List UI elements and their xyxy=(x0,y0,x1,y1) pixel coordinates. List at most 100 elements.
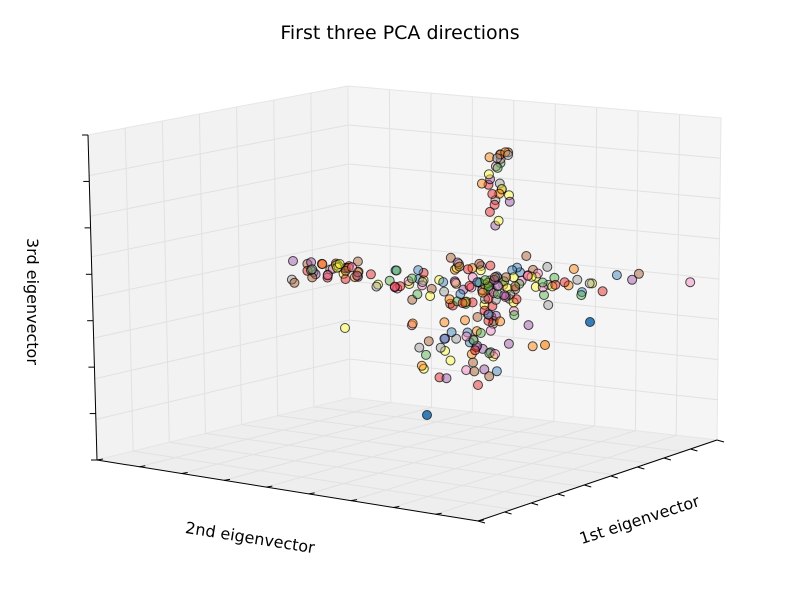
scatter-point xyxy=(441,373,452,384)
scatter-point xyxy=(460,315,470,326)
y-axis-tick xyxy=(637,466,645,470)
scatter-point xyxy=(463,264,473,275)
grid-line xyxy=(91,202,349,258)
grid-line xyxy=(349,358,718,401)
scatter-point xyxy=(446,327,457,338)
grid-lines xyxy=(89,89,721,515)
y-axis-line xyxy=(477,439,718,522)
scatter-point xyxy=(352,256,363,267)
scatter-point xyxy=(479,364,490,375)
grid-line xyxy=(393,430,636,508)
scatter-point xyxy=(484,206,495,217)
scatter-point xyxy=(472,312,483,322)
scatter-point xyxy=(537,277,548,288)
scatter-point xyxy=(422,410,432,420)
scatter-point xyxy=(484,371,495,382)
scatter-point xyxy=(307,272,318,283)
grid-line xyxy=(435,434,677,515)
grid-line xyxy=(205,432,581,487)
scatter-point xyxy=(480,275,491,286)
scatter-point xyxy=(495,316,506,327)
scatter-point xyxy=(435,342,446,353)
y-axis-tick xyxy=(530,502,539,506)
grid-line xyxy=(241,424,615,476)
scatter-point xyxy=(491,366,502,377)
x-axis-tick xyxy=(223,478,231,481)
scatter-point xyxy=(307,264,318,275)
scatter-point xyxy=(627,274,638,285)
scatter-point xyxy=(439,317,450,328)
x-axis-tick xyxy=(435,512,442,515)
scatter-point xyxy=(633,268,644,279)
scatter-point xyxy=(457,298,468,309)
x-axis-tick xyxy=(393,505,400,508)
grid-line xyxy=(350,425,595,502)
scatter-point xyxy=(352,270,363,281)
scatter-point xyxy=(467,297,478,308)
scatter-point xyxy=(317,259,328,270)
scatter-point xyxy=(521,251,532,261)
scatter-point xyxy=(494,188,505,199)
scatter-point xyxy=(542,261,553,272)
y-axis-tick xyxy=(557,493,565,497)
y-axis-tick xyxy=(610,475,618,479)
grid-line xyxy=(133,450,513,510)
scatter-point xyxy=(539,290,549,300)
grid-line xyxy=(89,124,349,177)
scatter-point xyxy=(438,277,449,288)
scatter-point xyxy=(425,291,436,302)
x-axis-line xyxy=(96,459,479,522)
scatter-point xyxy=(391,265,402,276)
scatter-point xyxy=(494,178,505,189)
grid-line xyxy=(139,402,391,468)
grid-line xyxy=(348,241,720,280)
scatter-point xyxy=(501,272,512,283)
scatter-point xyxy=(371,281,382,292)
right-back-pane xyxy=(347,85,722,441)
scatter-point xyxy=(584,278,595,289)
scatter-point xyxy=(445,252,456,263)
grid-line xyxy=(94,319,350,380)
grid-line xyxy=(349,319,719,360)
scatter-point xyxy=(523,320,534,331)
grid-line xyxy=(169,441,547,499)
grid-line xyxy=(93,280,350,339)
scatter-point xyxy=(340,274,351,285)
scatter-point xyxy=(417,280,428,291)
scatter-point xyxy=(490,272,500,283)
scatter-point xyxy=(476,178,487,189)
scatter-point xyxy=(503,150,513,160)
scatter-point xyxy=(543,300,554,310)
scatter-point xyxy=(477,287,488,298)
scatter-point xyxy=(416,360,427,371)
y-axis-tick xyxy=(477,520,486,524)
scatter-point xyxy=(572,274,583,285)
scatter-point xyxy=(585,317,595,327)
scatter-point xyxy=(568,264,579,274)
grid-line xyxy=(348,202,720,240)
scatter-point xyxy=(522,270,533,281)
scatter-point xyxy=(483,309,494,320)
scatter-point xyxy=(322,270,333,281)
x-axis-tick xyxy=(266,485,273,488)
scatter-point xyxy=(439,286,450,297)
grid-line xyxy=(181,406,432,475)
scatter-point xyxy=(559,277,570,288)
grid-line xyxy=(313,406,683,453)
x-axis-tick xyxy=(350,499,358,502)
scatter-point xyxy=(685,277,696,288)
scatter-point xyxy=(340,323,350,333)
y-axis-tick xyxy=(504,511,512,515)
y-axis-tick xyxy=(716,439,725,443)
scatter-point xyxy=(547,281,558,292)
scatter-point xyxy=(474,258,485,269)
scatter-point xyxy=(421,349,431,360)
scatter-point xyxy=(454,261,465,272)
scatter-point xyxy=(496,184,507,194)
scatter-point xyxy=(510,281,521,292)
scatter-point xyxy=(490,161,501,172)
grid-line xyxy=(348,163,721,199)
x-axis-tick xyxy=(181,472,188,475)
scatter-point xyxy=(413,265,424,276)
